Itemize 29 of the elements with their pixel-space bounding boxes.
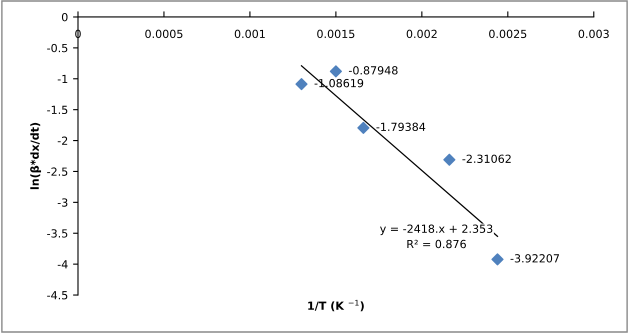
x-tick-label: 0.0015 xyxy=(317,30,354,38)
y-tick-label: -3.5 xyxy=(47,229,68,238)
annotation: y = -2418.x + 2.353 xyxy=(380,224,492,236)
y-tick-label: -2 xyxy=(58,136,68,145)
x-tick-label: 0.0025 xyxy=(489,30,526,38)
y-tick-label: -3 xyxy=(58,198,68,207)
y-axis-title: ln(β*dx/dt) xyxy=(30,122,42,190)
data-label: -3.92207 xyxy=(510,254,560,263)
y-tick-label: -2.5 xyxy=(47,167,68,176)
point xyxy=(330,65,342,78)
x-tick-label: 0.003 xyxy=(578,30,609,38)
x-tick-label: 0.0005 xyxy=(145,30,182,38)
point xyxy=(295,78,308,90)
point xyxy=(491,253,504,266)
y-tick-label: -4 xyxy=(58,260,68,268)
data-label: -1.79384 xyxy=(376,122,426,132)
x-tick-label: 0.002 xyxy=(406,30,437,38)
point xyxy=(357,122,370,134)
x-axis-title: 1/T (K $^{−1}$) xyxy=(308,300,364,312)
annotation: R² = 0.876 xyxy=(407,240,466,248)
y-tick-label: -0.5 xyxy=(47,44,68,52)
point xyxy=(443,154,456,166)
y-tick-label: -1.5 xyxy=(47,106,68,114)
y-tick-label: -4.5 xyxy=(47,291,68,300)
y-tick-label: -1 xyxy=(58,74,68,83)
data-label: -0.87948 xyxy=(348,66,398,75)
y-tick-label: 0 xyxy=(62,12,68,22)
data-label: -2.31062 xyxy=(462,154,511,163)
x-tick-label: 0.001 xyxy=(234,30,265,38)
